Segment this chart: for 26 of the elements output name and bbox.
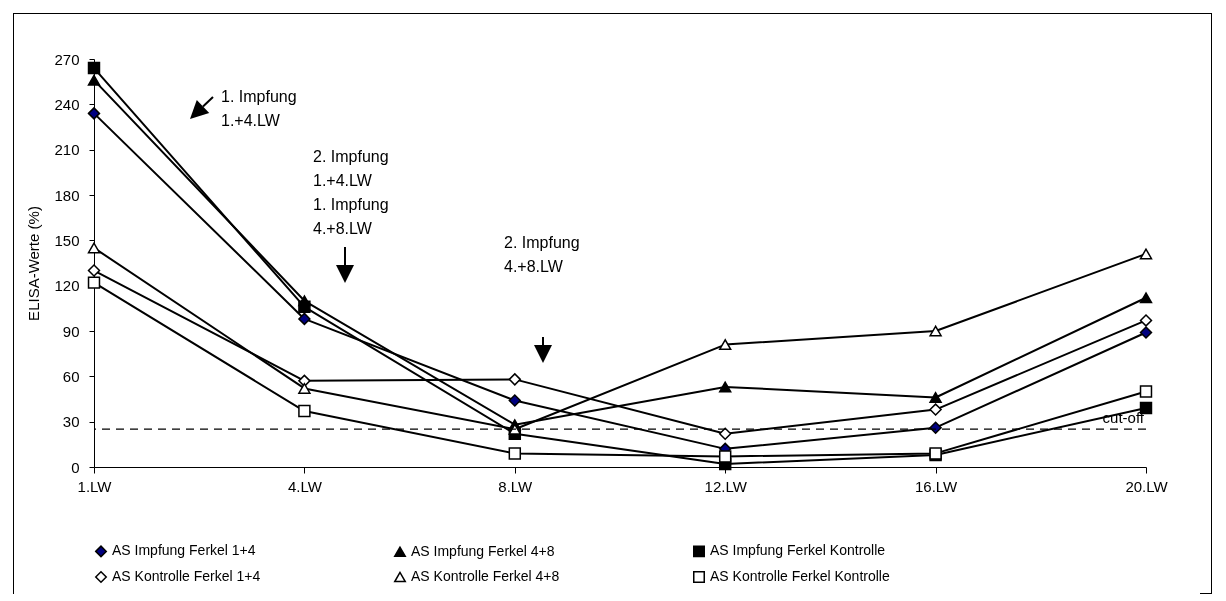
legend-label: AS Kontrolle Ferkel 1+4: [112, 568, 261, 584]
y-tick-label: 210: [54, 141, 80, 159]
y-tick-label: 150: [54, 231, 80, 249]
legend-label: AS Impfung Ferkel Kontrolle: [710, 542, 886, 559]
annotation: 2. Impfung 4.+8.LW: [504, 234, 580, 275]
y-tick-label: 180: [54, 186, 80, 204]
annotation: 2. Impfung 1.+4.LW 1. Impfung 4.+8.LW: [313, 148, 389, 237]
x-tick-label: 16.LW: [914, 477, 959, 495]
legend-label: AS Kontrolle Ferkel 4+8: [411, 568, 560, 584]
x-tick-label: 4.LW: [287, 477, 323, 495]
y-tick-label: 270: [54, 50, 80, 68]
y-tick-label: 30: [62, 413, 80, 431]
annotation: 1. Impfung 1.+4.LW: [221, 88, 297, 129]
y-tick-label: 120: [54, 277, 80, 295]
y-tick-label: 90: [62, 322, 80, 340]
x-tick-label: 1.LW: [77, 477, 113, 495]
legend-label: AS Impfung Ferkel 1+4: [112, 542, 256, 559]
x-tick-label: 8.LW: [498, 477, 534, 495]
y-axis-title: ELISA-Werte (%): [25, 206, 43, 321]
legend-label: AS Impfung Ferkel 4+8: [411, 542, 555, 559]
x-tick-label: 20.LW: [1125, 477, 1169, 495]
y-tick-label: 240: [54, 95, 80, 113]
x-tick-label: 12.LW: [704, 477, 748, 495]
y-tick-label: 0: [71, 458, 80, 476]
legend-label: AS Kontrolle Ferkel Kontrolle: [710, 568, 890, 584]
y-tick-label: 60: [62, 367, 80, 385]
